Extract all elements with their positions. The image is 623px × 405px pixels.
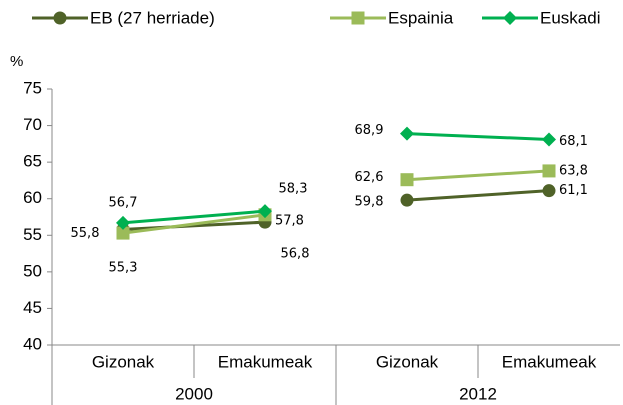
data-label: 56,7 <box>109 195 138 210</box>
data-point <box>542 184 556 198</box>
data-point <box>116 215 130 230</box>
series-line <box>122 220 266 231</box>
y-axis-label: % <box>10 53 23 70</box>
y-tick-label: 45 <box>23 298 42 317</box>
data-point <box>400 126 414 141</box>
data-label: 55,8 <box>71 226 100 241</box>
legend-marker <box>53 11 67 25</box>
data-label: 59,8 <box>355 195 384 210</box>
y-tick-label: 50 <box>23 261 42 280</box>
legend-label: Espainia <box>388 8 454 27</box>
series-line <box>122 209 266 225</box>
data-label: 68,9 <box>355 123 384 138</box>
series-line <box>122 213 266 235</box>
y-tick-label: 65 <box>23 152 42 171</box>
y-tick-label: 40 <box>23 334 42 353</box>
y-tick-label: 55 <box>23 225 42 244</box>
legend-marker <box>503 11 517 25</box>
data-label: 61,1 <box>559 183 588 198</box>
series-line <box>406 132 550 141</box>
data-point <box>542 164 556 178</box>
data-label: 63,8 <box>559 163 588 178</box>
data-point <box>400 193 414 207</box>
data-label: 55,3 <box>109 261 138 276</box>
data-point <box>258 204 272 219</box>
data-label: 62,6 <box>355 170 384 185</box>
x-tick-label: Emakumeak <box>218 352 313 371</box>
data-label: 57,8 <box>275 213 304 228</box>
data-point <box>542 132 556 147</box>
legend-marker <box>351 11 365 25</box>
x-tick-label: Gizonak <box>92 352 155 371</box>
data-label: 68,1 <box>559 134 588 149</box>
y-tick-label: 60 <box>23 188 42 207</box>
data-point <box>400 173 414 187</box>
y-tick-label: 70 <box>23 115 42 134</box>
data-label: 58,3 <box>279 182 308 197</box>
group-label: 2012 <box>459 384 497 403</box>
x-tick-label: Emakumeak <box>502 352 597 371</box>
x-tick-label: Gizonak <box>376 352 439 371</box>
legend-label: Euskadi <box>540 8 600 27</box>
legend-label: EB (27 herriade) <box>90 8 215 27</box>
data-label: 56,8 <box>281 247 310 262</box>
series-line <box>406 189 550 202</box>
data-point <box>116 226 130 240</box>
series-line <box>406 169 550 182</box>
group-label: 2000 <box>175 384 213 403</box>
y-tick-label: 75 <box>23 78 42 97</box>
